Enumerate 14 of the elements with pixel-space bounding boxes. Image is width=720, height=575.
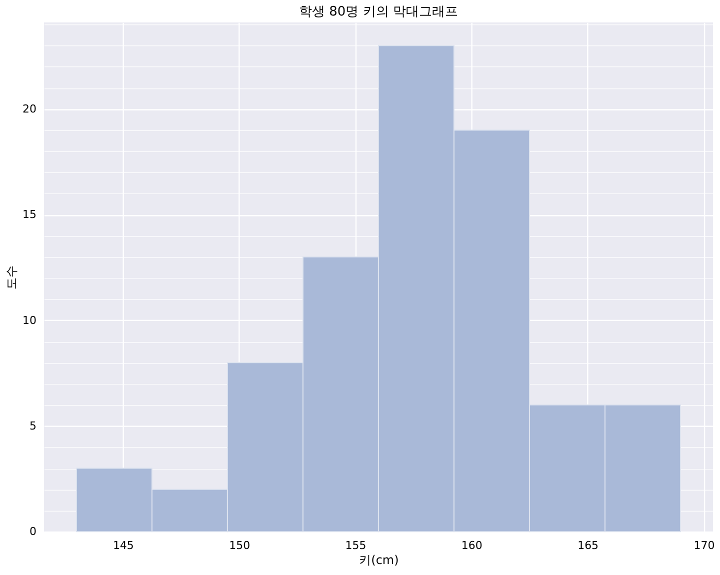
x-tick-label: 155 xyxy=(345,539,366,552)
x-tick-label: 160 xyxy=(461,539,482,552)
y-tick-label: 20 xyxy=(22,102,36,116)
y-tick-label: 10 xyxy=(22,314,36,327)
y-tick-label: 5 xyxy=(29,419,36,432)
y-tick-label: 15 xyxy=(22,208,36,222)
chart-title: 학생 80명 키의 막대그래프 xyxy=(299,4,458,20)
y-axis-title: 도수 xyxy=(4,266,18,290)
x-tick-label: 165 xyxy=(578,539,599,552)
y-tick-label: 0 xyxy=(29,525,36,538)
x-tick-label: 145 xyxy=(112,539,134,552)
x-tick-label: 150 xyxy=(229,539,250,552)
x-axis-title: 키(cm) xyxy=(359,553,399,568)
x-tick-label: 170 xyxy=(694,539,715,552)
